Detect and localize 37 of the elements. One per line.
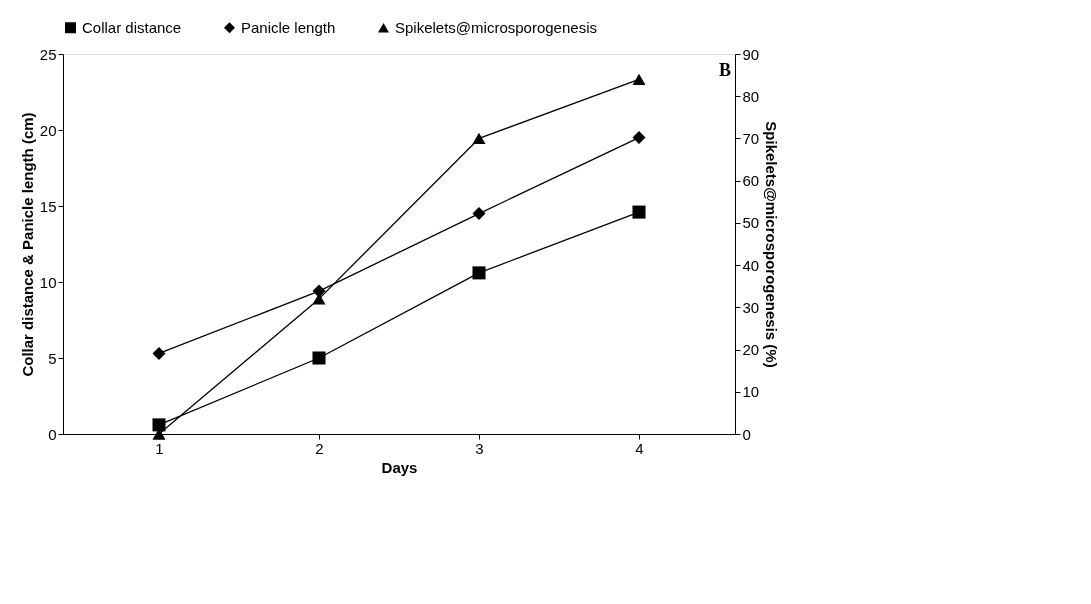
annotation: B bbox=[718, 60, 731, 80]
y2-tick-label: 30 bbox=[742, 298, 760, 316]
point bbox=[472, 132, 486, 145]
y2-tick-label: 20 bbox=[742, 341, 760, 359]
point bbox=[152, 346, 166, 360]
point bbox=[632, 73, 646, 85]
x-axis-title: Days bbox=[381, 458, 418, 476]
y2-tick-label: 0 bbox=[742, 425, 751, 443]
point bbox=[312, 351, 326, 365]
y-tick-label: 25 bbox=[39, 45, 57, 63]
y-tick-label: 0 bbox=[48, 425, 57, 443]
legend-label: Spikelets@microsporogenesis bbox=[395, 18, 597, 36]
y-tick-label: 5 bbox=[48, 349, 57, 367]
y2-tick-label: 60 bbox=[742, 172, 760, 190]
point bbox=[632, 131, 646, 145]
x-tick-label: 2 bbox=[315, 439, 324, 457]
point bbox=[632, 205, 646, 219]
y2-tick-label: 40 bbox=[742, 256, 760, 274]
y2-tick-label: 80 bbox=[742, 87, 760, 105]
x-tick-label: 1 bbox=[155, 439, 164, 457]
point bbox=[312, 284, 326, 298]
y2-tick-label: 70 bbox=[742, 129, 760, 147]
point bbox=[472, 207, 486, 221]
y2-tick-label: 90 bbox=[742, 45, 760, 63]
y-tick-label: 20 bbox=[39, 121, 57, 139]
y2-tick-label: 10 bbox=[742, 383, 760, 401]
x-tick-label: 4 bbox=[635, 439, 644, 457]
point bbox=[472, 266, 486, 280]
y2-axis-title: Spikelets@microsporogenesis (%) bbox=[763, 121, 781, 368]
y2-tick-label: 50 bbox=[742, 214, 760, 232]
y-tick-label: 15 bbox=[39, 197, 57, 215]
legend-label: Collar distance bbox=[82, 18, 182, 36]
point bbox=[152, 418, 166, 432]
legend-label: Panicle length bbox=[241, 18, 336, 36]
y-axis-title: Collar distance & Panicle length (cm) bbox=[18, 112, 36, 377]
x-tick-label: 3 bbox=[475, 439, 484, 457]
y-tick-label: 10 bbox=[39, 273, 57, 291]
